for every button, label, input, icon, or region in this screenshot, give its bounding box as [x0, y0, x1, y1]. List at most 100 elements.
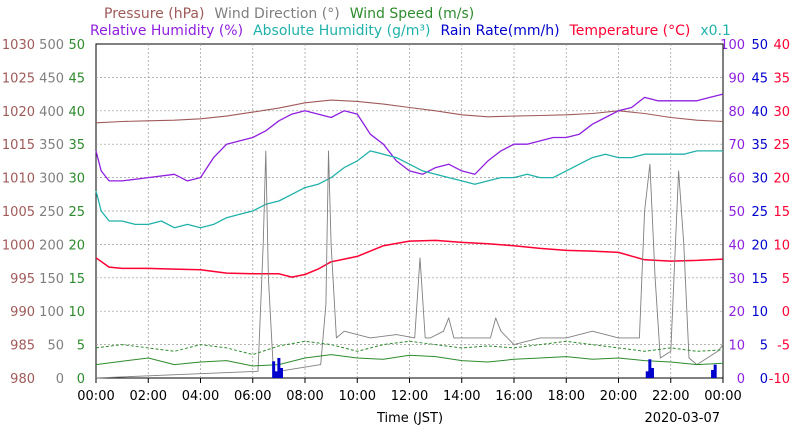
y-tick-label-relative-humidity: 0 — [737, 372, 745, 387]
y-tick-label-wind-direction: 250 — [39, 205, 64, 220]
y-tick-label-wind-direction: 450 — [39, 71, 64, 86]
y-tick-label-wind-speed: 20 — [68, 238, 85, 253]
y-tick-label-rain-rate: 15 — [751, 272, 768, 287]
rain-rate-bar — [713, 364, 717, 378]
legend-label: Relative Humidity (%) — [90, 23, 243, 39]
x-tick-label: 00:00 — [77, 389, 114, 404]
y-tick-label-wind-speed: 0 — [77, 372, 85, 387]
y-tick-label-wind-speed: 35 — [68, 138, 85, 153]
y-tick-label-temperature: 35 — [773, 71, 790, 86]
x-tick-label: 20:00 — [600, 389, 637, 404]
y-tick-label-relative-humidity: 10 — [728, 339, 745, 354]
rain-rate-bar — [648, 359, 652, 378]
x-tick-label: 02:00 — [130, 389, 167, 404]
legend-label: Wind Direction (°) — [214, 6, 339, 22]
y-tick-label-temperature: 30 — [773, 105, 790, 120]
y-tick-label-rain-rate: 5 — [760, 339, 768, 354]
legend-row2: Relative Humidity (%) Absolute Humidity (… — [90, 23, 731, 39]
y-tick-label-pressure: 1010 — [2, 172, 35, 187]
y-tick-label-rain-rate: 35 — [751, 138, 768, 153]
y-tick-label-rain-rate: 50 — [751, 38, 768, 53]
date-label: 2020-03-07 — [644, 411, 720, 426]
x-tick-label: 16:00 — [495, 389, 532, 404]
rain-rate-bar — [711, 369, 715, 378]
x-tick-label: 14:00 — [443, 389, 480, 404]
series-line-relative-humidity — [95, 93, 724, 182]
y-tick-label-temperature: 25 — [773, 138, 790, 153]
y-tick-label-temperature: 0 — [782, 305, 790, 320]
x-tick-label: 18:00 — [548, 389, 585, 404]
y-tick-label-temperature: 10 — [773, 238, 790, 253]
y-tick-label-rain-rate: 20 — [751, 238, 768, 253]
x-tick-label: 12:00 — [391, 389, 428, 404]
y-tick-label-temperature: -5 — [777, 339, 790, 354]
rain-rate-bar — [645, 371, 649, 378]
legend-label: Absolute Humidity (g/m³) — [253, 23, 430, 39]
rain-rate-bar — [274, 371, 278, 378]
y-tick-label-wind-direction: 100 — [39, 305, 64, 320]
y-tick-label-pressure: 990 — [10, 305, 35, 320]
y-tick-label-rain-rate: 30 — [751, 172, 768, 187]
x-tick-label: 04:00 — [182, 389, 219, 404]
x-axis-label: Time (JST) — [376, 411, 443, 426]
y-tick-label-pressure: 1030 — [2, 38, 35, 53]
y-tick-label-wind-speed: 15 — [68, 272, 85, 287]
y-tick-label-wind-speed: 10 — [68, 305, 85, 320]
rain-rate-bar — [277, 357, 281, 378]
x-tick-label: 22:00 — [652, 389, 689, 404]
series-line-temperature-c — [95, 239, 724, 278]
y-tick-label-pressure: 995 — [10, 272, 35, 287]
x-tick-label: 06:00 — [234, 389, 271, 404]
y-tick-label-relative-humidity: 70 — [728, 138, 745, 153]
y-tick-label-relative-humidity: 100 — [720, 38, 745, 53]
series-line-wind-direction — [95, 150, 724, 379]
y-tick-label-pressure: 1020 — [2, 105, 35, 120]
y-tick-label-relative-humidity: 20 — [728, 305, 745, 320]
y-tick-label-pressure: 1025 — [2, 71, 35, 86]
y-tick-label-relative-humidity: 40 — [728, 238, 745, 253]
legend-label: x0.1 — [700, 23, 731, 39]
x-axis: 00:00 02:00 04:00 06:00 08:00 10:00 12:00 14:00… — [77, 378, 742, 426]
y-tick-label-wind-speed: 45 — [68, 71, 85, 86]
legend-label: Wind Speed (m/s) — [350, 6, 475, 22]
y-tick-label-relative-humidity: 50 — [728, 205, 745, 220]
y-tick-label-rain-rate: 10 — [751, 305, 768, 320]
y-tick-label-rain-rate: 45 — [751, 71, 768, 86]
y-tick-label-wind-direction: 150 — [39, 272, 64, 287]
y-tick-label-wind-direction: 300 — [39, 172, 64, 187]
y-tick-label-rain-rate: 40 — [751, 105, 768, 120]
y-tick-label-wind-direction: 50 — [47, 339, 64, 354]
y-tick-label-wind-direction: 200 — [39, 238, 64, 253]
y-tick-label-pressure: 985 — [10, 339, 35, 354]
series-line-wind-speed-gust-m-s — [95, 340, 724, 356]
y-tick-label-relative-humidity: 80 — [728, 105, 745, 120]
x-tick-label: 10:00 — [339, 389, 376, 404]
y-tick-label-pressure: 1000 — [2, 238, 35, 253]
y-tick-label-wind-direction: 350 — [39, 138, 64, 153]
y-tick-label-temperature: 5 — [782, 272, 790, 287]
x-tick-label: 08:00 — [286, 389, 323, 404]
rain-rate-bar — [272, 361, 276, 378]
y-tick-label-temperature: -10 — [769, 372, 790, 387]
y-tick-label-pressure: 1005 — [2, 205, 35, 220]
y-tick-label-pressure: 1015 — [2, 138, 35, 153]
rain-rate-bar — [650, 367, 654, 378]
y-tick-label-wind-direction: 0 — [56, 372, 64, 387]
y-tick-label-relative-humidity: 90 — [728, 71, 745, 86]
y-tick-label-wind-speed: 50 — [68, 38, 85, 53]
x-tick-label: 00:00 — [704, 389, 741, 404]
y-tick-label-wind-speed: 25 — [68, 205, 85, 220]
plot-area — [95, 43, 724, 379]
y-tick-label-rain-rate: 25 — [751, 205, 768, 220]
y-axes: 1030102510201015101010051000995990985980… — [2, 38, 790, 387]
y-tick-label-temperature: 20 — [773, 172, 790, 187]
y-tick-label-wind-speed: 40 — [68, 105, 85, 120]
y-tick-label-wind-direction: 500 — [39, 38, 64, 53]
series-line-wind-speed-m-s — [95, 354, 724, 367]
y-tick-label-temperature: 15 — [773, 205, 790, 220]
y-tick-label-relative-humidity: 60 — [728, 172, 745, 187]
y-tick-label-relative-humidity: 30 — [728, 272, 745, 287]
legend-label: Temperature (°C) — [569, 23, 691, 39]
y-tick-label-wind-speed: 30 — [68, 172, 85, 187]
